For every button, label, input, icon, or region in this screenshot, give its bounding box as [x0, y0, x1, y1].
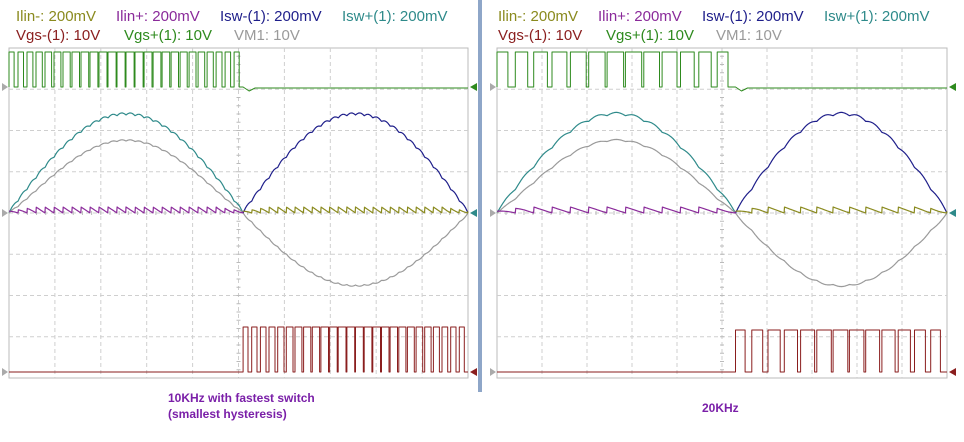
- trace-vm1: [496, 138, 948, 288]
- caption-line-1: 20KHz: [702, 401, 739, 415]
- scope-panel-20khz: Ilin-: 200mV Ilin+: 200mV Isw-(1): 200mV…: [482, 0, 964, 442]
- panel-divider: [478, 0, 482, 392]
- trace-vm1: [8, 139, 469, 287]
- legend-vgs-plus: Vgs+(1): 10V: [606, 27, 694, 44]
- trace-isw-minus: [242, 112, 469, 214]
- channel-marker-icon: [2, 83, 8, 91]
- trace-ilin-minus: [242, 206, 469, 214]
- channel-marker-icon: [490, 368, 496, 376]
- legend-ilin-minus: Ilin-: 200mV: [498, 8, 579, 25]
- legend-isw-plus: Isw+(1): 200mV: [824, 8, 930, 25]
- legend-isw-minus: Isw-(1): 200mV: [702, 8, 804, 25]
- legend-isw-minus: Isw-(1): 200mV: [220, 8, 322, 25]
- trace-isw-plus: [496, 111, 737, 214]
- caption-line-2: (smallest hysteresis): [168, 407, 287, 421]
- trace-isw-minus: [734, 111, 948, 214]
- level-marker-icon: [470, 209, 477, 217]
- legend-vgs-plus: Vgs+(1): 10V: [124, 27, 212, 44]
- trace-ilin-plus: [8, 206, 244, 214]
- level-marker-icon: [470, 368, 477, 376]
- trace-vgs-plus: [8, 51, 468, 92]
- channel-marker-icon: [490, 209, 496, 217]
- waveform-plot: [490, 47, 956, 379]
- legend-vgs-minus: Vgs-(1): 10V: [498, 27, 583, 44]
- trace-ilin-plus: [496, 206, 737, 214]
- trace-isw-plus: [8, 112, 244, 214]
- level-marker-icon: [949, 209, 956, 217]
- scope-panel-10khz: Ilin-: 200mV Ilin+: 200mV Isw-(1): 200mV…: [0, 0, 478, 442]
- caption-line-1: 10KHz with fastest switch: [168, 391, 315, 405]
- trace-ilin-minus: [735, 206, 948, 214]
- level-marker-icon: [949, 368, 956, 376]
- trace-vgs-plus: [496, 51, 947, 92]
- channel-marker-icon: [2, 209, 8, 217]
- channel-marker-icon: [490, 83, 496, 91]
- legend-vm1: VM1: 10V: [234, 27, 300, 44]
- legend-ilin-minus: Ilin-: 200mV: [16, 8, 97, 25]
- channel-marker-icon: [2, 368, 8, 376]
- legend-isw-plus: Isw+(1): 200mV: [342, 8, 448, 25]
- legend-vm1: VM1: 10V: [716, 27, 782, 44]
- legend-ilin-plus: Ilin+: 200mV: [116, 8, 200, 25]
- level-marker-icon: [470, 83, 477, 91]
- waveform-plot: [2, 47, 477, 379]
- legend-ilin-plus: Ilin+: 200mV: [598, 8, 682, 25]
- legend-vgs-minus: Vgs-(1): 10V: [16, 27, 101, 44]
- trace-vgs-minus: [497, 329, 947, 373]
- trace-vgs-minus: [9, 326, 468, 373]
- level-marker-icon: [949, 83, 956, 91]
